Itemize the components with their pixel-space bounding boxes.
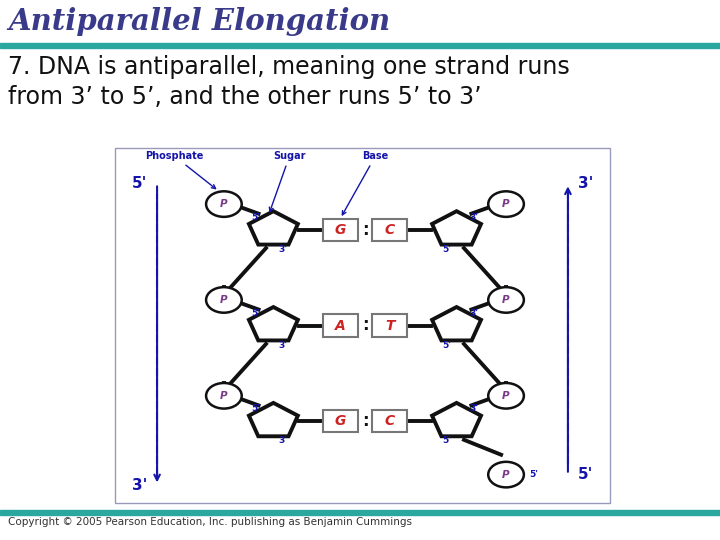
Text: T: T: [385, 319, 395, 333]
Text: 5': 5': [442, 436, 451, 446]
Text: 3': 3': [279, 341, 288, 349]
Text: 3': 3': [279, 436, 288, 446]
Text: :: :: [361, 316, 369, 334]
Bar: [372, 219, 407, 241]
Polygon shape: [249, 211, 298, 245]
Text: C: C: [384, 222, 395, 237]
Polygon shape: [432, 403, 481, 436]
Circle shape: [206, 191, 242, 217]
Text: 7. DNA is antiparallel, meaning one strand runs: 7. DNA is antiparallel, meaning one stra…: [8, 55, 570, 79]
Text: P: P: [503, 391, 510, 401]
Text: :: :: [361, 221, 369, 239]
Bar: [0, 43, 720, 48]
Text: P: P: [220, 295, 228, 305]
Text: P: P: [503, 295, 510, 305]
Text: 5': 5': [577, 467, 593, 482]
Bar: [323, 410, 358, 433]
Text: P: P: [503, 470, 510, 480]
Text: 5': 5': [132, 176, 148, 191]
Bar: [372, 314, 407, 336]
Text: 3': 3': [469, 404, 478, 414]
Polygon shape: [432, 211, 481, 245]
Circle shape: [488, 462, 524, 488]
Text: Antiparallel Elongation: Antiparallel Elongation: [8, 7, 390, 36]
Text: 3': 3': [469, 213, 478, 222]
Polygon shape: [249, 307, 298, 340]
Circle shape: [206, 383, 242, 409]
Polygon shape: [432, 307, 481, 340]
Circle shape: [488, 287, 524, 313]
Bar: [323, 219, 358, 241]
Bar: [115, 148, 610, 503]
Circle shape: [206, 287, 242, 313]
Text: 3': 3': [469, 308, 478, 318]
Text: 5': 5': [251, 308, 261, 318]
Text: from 3’ to 5’, and the other runs 5’ to 3’: from 3’ to 5’, and the other runs 5’ to …: [8, 85, 482, 109]
Text: Sugar: Sugar: [269, 151, 306, 211]
Text: 3': 3': [132, 478, 148, 492]
Text: 3': 3': [577, 176, 593, 191]
Text: G: G: [335, 414, 346, 428]
Text: 3': 3': [279, 245, 288, 254]
Bar: [372, 410, 407, 433]
Text: 5': 5': [251, 404, 261, 414]
Text: 5': 5': [442, 245, 451, 254]
Text: P: P: [503, 199, 510, 209]
Text: Copyright © 2005 Pearson Education, Inc. publishing as Benjamin Cummings: Copyright © 2005 Pearson Education, Inc.…: [8, 517, 412, 527]
Circle shape: [488, 191, 524, 217]
Text: 5': 5': [251, 213, 261, 222]
Text: P: P: [220, 199, 228, 209]
Polygon shape: [249, 403, 298, 436]
Text: :: :: [361, 413, 369, 430]
Text: C: C: [384, 414, 395, 428]
Text: G: G: [335, 222, 346, 237]
Text: Base: Base: [342, 151, 389, 215]
Bar: [0, 510, 720, 515]
Text: Phosphate: Phosphate: [145, 151, 215, 188]
Text: P: P: [220, 391, 228, 401]
Text: 5': 5': [528, 470, 538, 479]
Text: A: A: [335, 319, 346, 333]
Bar: [323, 314, 358, 336]
Circle shape: [488, 383, 524, 409]
Text: 5': 5': [442, 341, 451, 349]
